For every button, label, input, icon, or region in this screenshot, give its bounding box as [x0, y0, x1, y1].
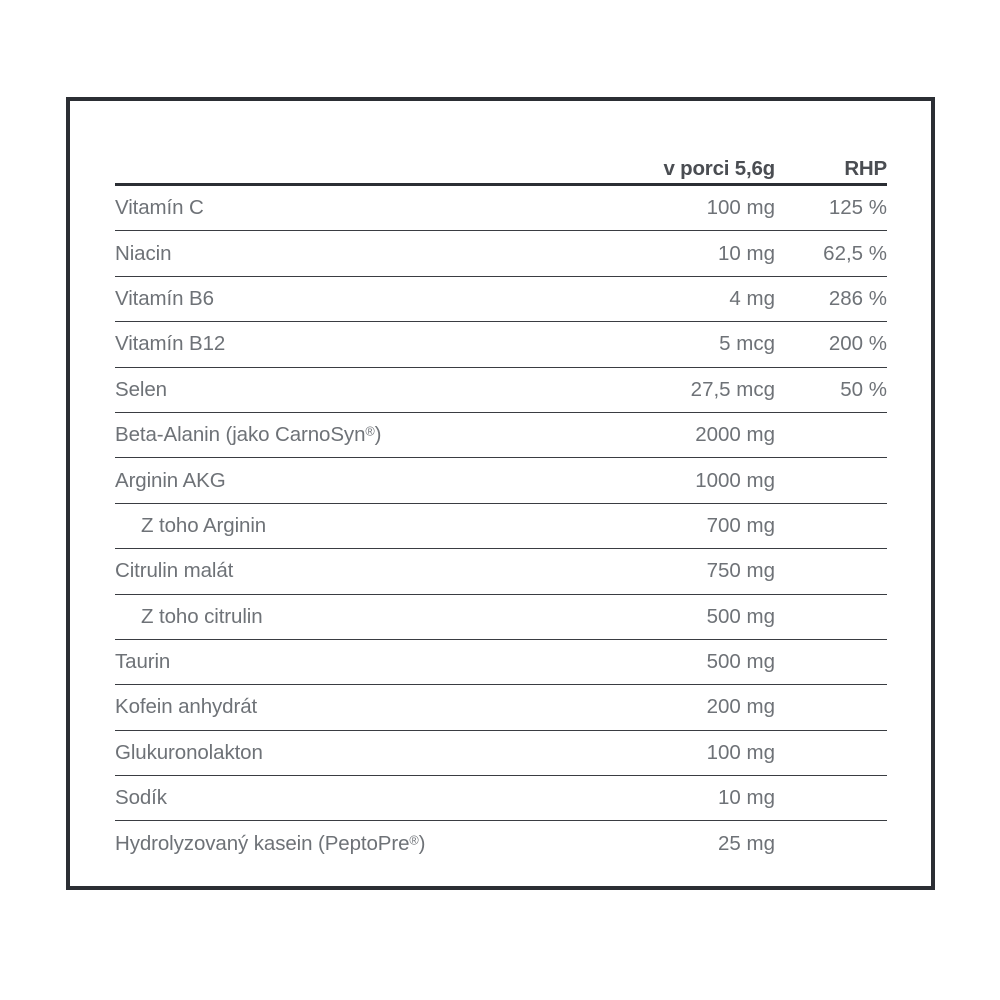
table-row: Selen 27,5 mcg 50 % [115, 368, 887, 413]
cell-ingredient-name: Beta-Alanin (jako CarnoSyn®) [115, 423, 382, 447]
cell-ingredient-name: Glukuronolakton [115, 740, 263, 764]
cell-ingredient-name: Vitamín B6 [115, 286, 214, 310]
table-row: Glukuronolakton 100 mg [115, 731, 887, 777]
cell-serving-amount: 750 mg [706, 559, 775, 583]
cell-ingredient-name: Z toho citrulin [141, 604, 263, 628]
cell-rhp-percent: 50 % [840, 377, 887, 401]
cell-ingredient-name: Z toho Arginin [141, 513, 267, 537]
cell-serving-amount: 1000 mg [695, 468, 775, 492]
cell-serving-amount: 100 mg [706, 196, 775, 220]
table-row: Kofein anhydrát 200 mg [115, 685, 887, 731]
cell-ingredient-name: Kofein anhydrát [115, 695, 258, 719]
table-row: Z toho Arginin 700 mg [115, 504, 887, 550]
table-row: Vitamín B6 4 mg 286 % [115, 277, 887, 323]
cell-ingredient-name: Vitamín C [115, 196, 204, 220]
column-header-serving-amount: v porci 5,6g [663, 157, 775, 180]
cell-ingredient-name: Selen [115, 377, 167, 401]
header-divider [115, 183, 887, 186]
table-row: Hydrolyzovaný kasein (PeptoPre®) 25 mg [115, 821, 887, 866]
table-row: Beta-Alanin (jako CarnoSyn®) 2000 mg [115, 413, 887, 459]
table-row: Vitamín C 100 mg 125 % [115, 186, 887, 232]
table-row: Vitamín B12 5 mcg 200 % [115, 322, 887, 368]
cell-ingredient-name: Citrulin malát [115, 559, 234, 583]
table-header-row: v porci 5,6g RHP [115, 135, 887, 183]
cell-rhp-percent: 62,5 % [823, 241, 887, 265]
cell-ingredient-name: Arginin AKG [115, 468, 226, 492]
table-row: Taurin 500 mg [115, 640, 887, 686]
table-row: Niacin 10 mg 62,5 % [115, 231, 887, 277]
nutrition-facts-table: v porci 5,6g RHP Vitamín C 100 mg 125 % Nia… [115, 135, 887, 867]
cell-serving-amount: 500 mg [706, 650, 775, 674]
cell-serving-amount: 2000 mg [695, 423, 775, 447]
cell-serving-amount: 700 mg [706, 513, 775, 537]
cell-ingredient-name: Taurin [115, 650, 171, 674]
table-row: Arginin AKG 1000 mg [115, 458, 887, 504]
cell-serving-amount: 5 mcg [719, 332, 775, 356]
cell-ingredient-name: Sodík [115, 786, 167, 810]
cell-serving-amount: 10 mg [718, 241, 775, 265]
cell-serving-amount: 27,5 mcg [690, 377, 775, 401]
cell-ingredient-name: Niacin [115, 241, 172, 265]
table-row: Z toho citrulin 500 mg [115, 595, 887, 640]
cell-rhp-percent: 286 % [828, 286, 887, 310]
cell-serving-amount: 10 mg [718, 786, 775, 810]
nutrition-panel: v porci 5,6g RHP Vitamín C 100 mg 125 % Nia… [66, 97, 935, 890]
cell-serving-amount: 200 mg [706, 695, 775, 719]
cell-ingredient-name: Vitamín B12 [115, 332, 226, 356]
cell-ingredient-name: Hydrolyzovaný kasein (PeptoPre®) [115, 832, 426, 856]
table-row: Citrulin malát 750 mg [115, 549, 887, 595]
cell-rhp-percent: 125 % [828, 196, 887, 220]
cell-serving-amount: 500 mg [706, 604, 775, 628]
cell-serving-amount: 4 mg [729, 286, 775, 310]
table-body: Vitamín C 100 mg 125 % Niacin 10 mg 62,5 % Vit… [115, 186, 887, 867]
table-row: Sodík 10 mg [115, 776, 887, 822]
cell-serving-amount: 100 mg [706, 740, 775, 764]
cell-serving-amount: 25 mg [718, 832, 775, 856]
cell-rhp-percent: 200 % [828, 332, 887, 356]
column-header-rhp: RHP [844, 157, 887, 180]
